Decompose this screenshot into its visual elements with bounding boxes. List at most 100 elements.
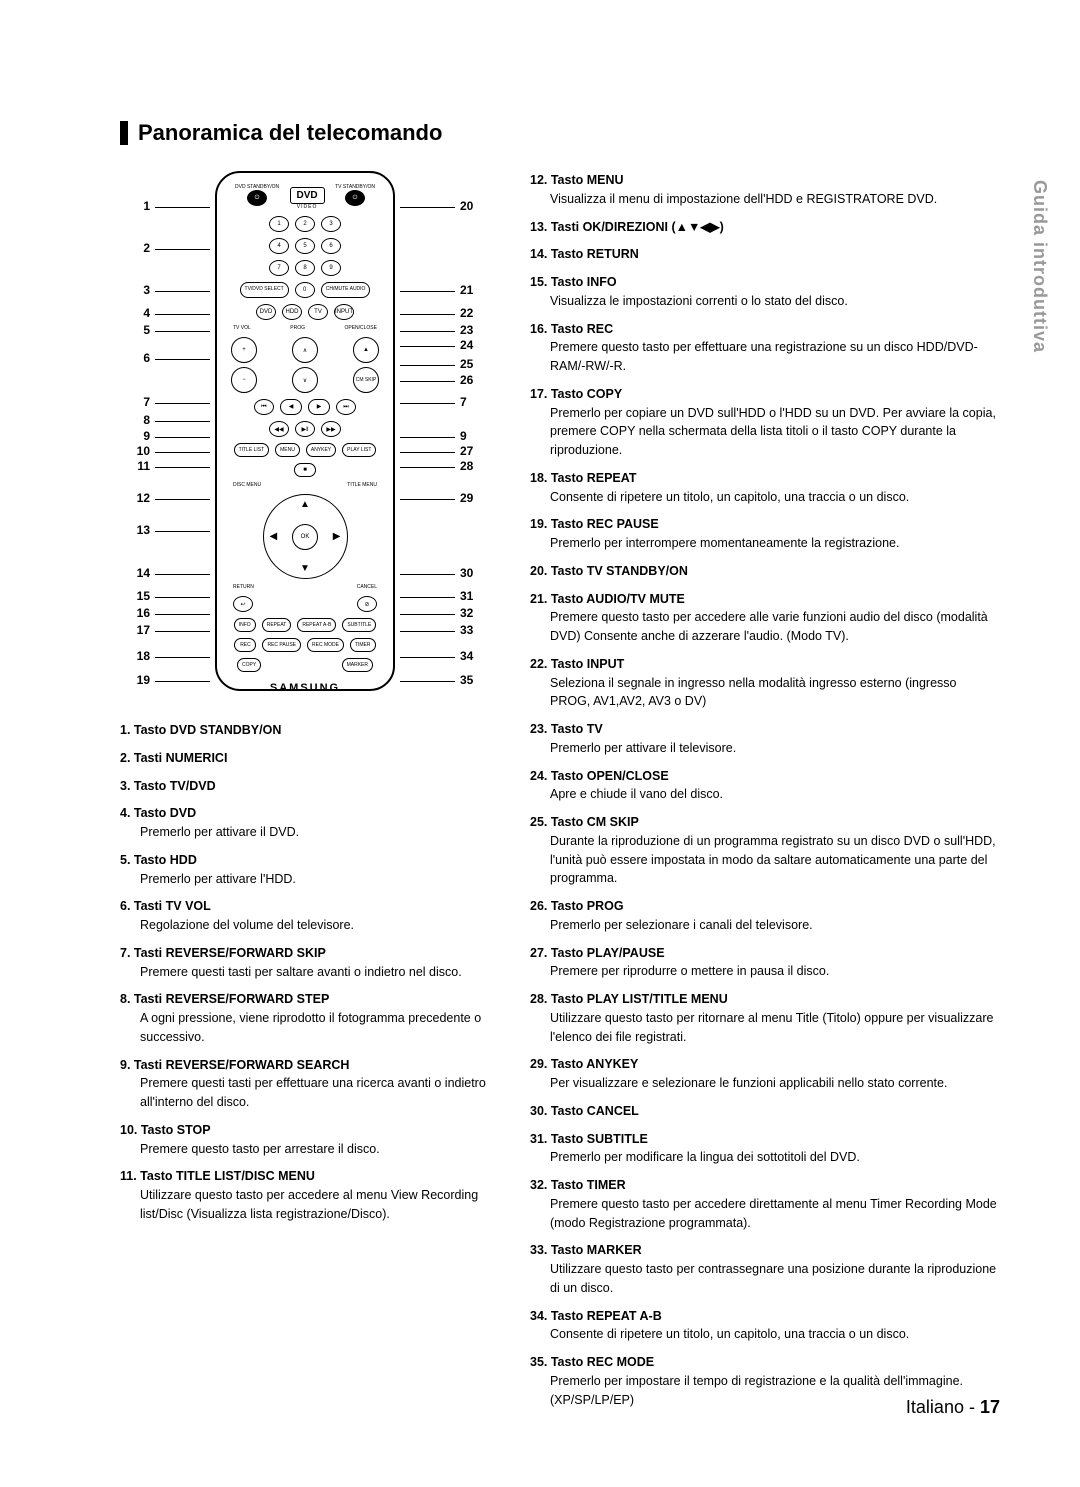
dpad-left: ◀ [270,531,278,542]
label-discmenu: DISC MENU [233,483,261,488]
item-desc: Premerlo per copiare un DVD sull'HDD o l… [530,404,1000,460]
btn-5: 5 [295,238,315,254]
callout-left: 10 [120,444,150,458]
list-item: 12. Tasto MENUVisualizza il menu di impo… [530,171,1000,209]
callout-line [155,437,210,438]
footer-page: 17 [980,1397,1000,1417]
btn-prog-down: ∨ [292,367,318,393]
callout-right: 32 [460,606,490,620]
item-title: 13. Tasti OK/DIREZIONI (▲▼◀▶) [530,218,1000,237]
list-item: 28. Tasto PLAY LIST/TITLE MENUUtilizzare… [530,990,1000,1046]
btn-skipback: ⏮ [254,399,274,415]
callout-left: 19 [120,673,150,687]
item-title: 29. Tasto ANYKEY [530,1055,1000,1074]
btn-recmode: REC MODE [307,638,344,652]
label-tvvol: TV VOL [233,326,251,331]
item-desc: Consente di ripetere un titolo, un capit… [530,488,1000,507]
list-item: 23. Tasto TVPremerlo per attivare il tel… [530,720,1000,758]
item-desc: Regolazione del volume del televisore. [120,916,490,935]
callout-left: 2 [120,241,150,255]
callout-line [400,574,455,575]
dpad: ▲ ▼ ◀ ▶ OK [263,494,348,579]
btn-rev: ◀ [280,399,302,415]
item-desc: Premere per riprodurre o mettere in paus… [530,962,1000,981]
callout-line [400,452,455,453]
list-item: 3. Tasto TV/DVD [120,777,490,796]
callout-line [400,597,455,598]
btn-dvd-standby: ⏻ [247,190,267,206]
item-title: 11. Tasto TITLE LIST/DISC MENU [120,1167,490,1186]
dvd-logo: DVD [290,187,325,204]
item-title: 22. Tasto INPUT [530,655,1000,674]
list-item: 31. Tasto SUBTITLEPremerlo per modificar… [530,1130,1000,1168]
item-title: 25. Tasto CM SKIP [530,813,1000,832]
item-title: 24. Tasto OPEN/CLOSE [530,767,1000,786]
callout-left: 15 [120,589,150,603]
label-titlemenu: TITLE MENU [347,483,377,488]
item-desc: Apre e chiude il vano del disco. [530,785,1000,804]
callout-line [155,314,210,315]
item-title: 3. Tasto TV/DVD [120,777,490,796]
btn-recpause: REC PAUSE [262,638,301,652]
callout-line [155,452,210,453]
item-desc: Durante la riproduzione di un programma … [530,832,1000,888]
label-return: RETURN [233,585,254,590]
list-item: 2. Tasti NUMERICI [120,749,490,768]
callout-left: 1 [120,199,150,213]
list-item: 1. Tasto DVD STANDBY/ON [120,721,490,740]
item-title: 15. Tasto INFO [530,273,1000,292]
callout-line [155,531,210,532]
callout-left: 5 [120,323,150,337]
btn-7: 7 [269,260,289,276]
btn-ok: OK [292,524,318,550]
item-desc: Utilizzare questo tasto per accedere al … [120,1186,490,1224]
title-mark [120,121,128,145]
callout-line [155,597,210,598]
callout-right: 35 [460,673,490,687]
callout-right: 20 [460,199,490,213]
item-desc: Premere questi tasti per saltare avanti … [120,963,490,982]
item-title: 23. Tasto TV [530,720,1000,739]
item-title: 32. Tasto TIMER [530,1176,1000,1195]
item-desc: Premerlo per attivare l'HDD. [120,870,490,889]
item-title: 12. Tasto MENU [530,171,1000,190]
callout-line [400,381,455,382]
remote-body: DVD STANDBY/ON ⏻ DVD VIDEO TV STANDBY/ON… [215,171,395,691]
callout-right: 27 [460,444,490,458]
list-item: 16. Tasto RECPremere questo tasto per ef… [530,320,1000,376]
btn-tv: TV [308,304,328,320]
btn-return: ↩ [233,596,253,612]
btn-9: 9 [321,260,341,276]
label-prog: PROG [290,326,305,331]
btn-titlelist: TITLE LIST [234,443,270,457]
callout-line [400,467,455,468]
callout-right: 22 [460,306,490,320]
title-bar: Panoramica del telecomando [120,120,1000,146]
btn-repeat: REPEAT [262,618,292,632]
callout-line [400,346,455,347]
list-item: 15. Tasto INFOVisualizza le impostazioni… [530,273,1000,311]
item-desc: Visualizza il menu di impostazione dell'… [530,190,1000,209]
callout-left: 3 [120,283,150,297]
list-item: 6. Tasti TV VOLRegolazione del volume de… [120,897,490,935]
list-item: 11. Tasto TITLE LIST/DISC MENUUtilizzare… [120,1167,490,1223]
list-item: 32. Tasto TIMERPremere questo tasto per … [530,1176,1000,1232]
item-desc: Utilizzare questo tasto per contrassegna… [530,1260,1000,1298]
callout-right: 21 [460,283,490,297]
callout-line [155,207,210,208]
footer: Italiano - 17 [906,1397,1000,1418]
item-desc: A ogni pressione, viene riprodotto il fo… [120,1009,490,1047]
btn-rec: REC [234,638,256,652]
label-cancel: CANCEL [357,585,377,590]
btn-cmskip: CM SKIP [353,367,379,393]
callout-left: 18 [120,649,150,663]
callout-line [155,499,210,500]
item-desc: Premerlo per modificare la lingua dei so… [530,1148,1000,1167]
list-item: 30. Tasto CANCEL [530,1102,1000,1121]
item-title: 27. Tasto PLAY/PAUSE [530,944,1000,963]
list-item: 13. Tasti OK/DIREZIONI (▲▼◀▶) [530,218,1000,237]
callout-line [400,314,455,315]
list-item: 8. Tasti REVERSE/FORWARD STEPA ogni pres… [120,990,490,1046]
list-item: 29. Tasto ANYKEYPer visualizzare e selez… [530,1055,1000,1093]
list-item: 22. Tasto INPUTSeleziona il segnale in i… [530,655,1000,711]
